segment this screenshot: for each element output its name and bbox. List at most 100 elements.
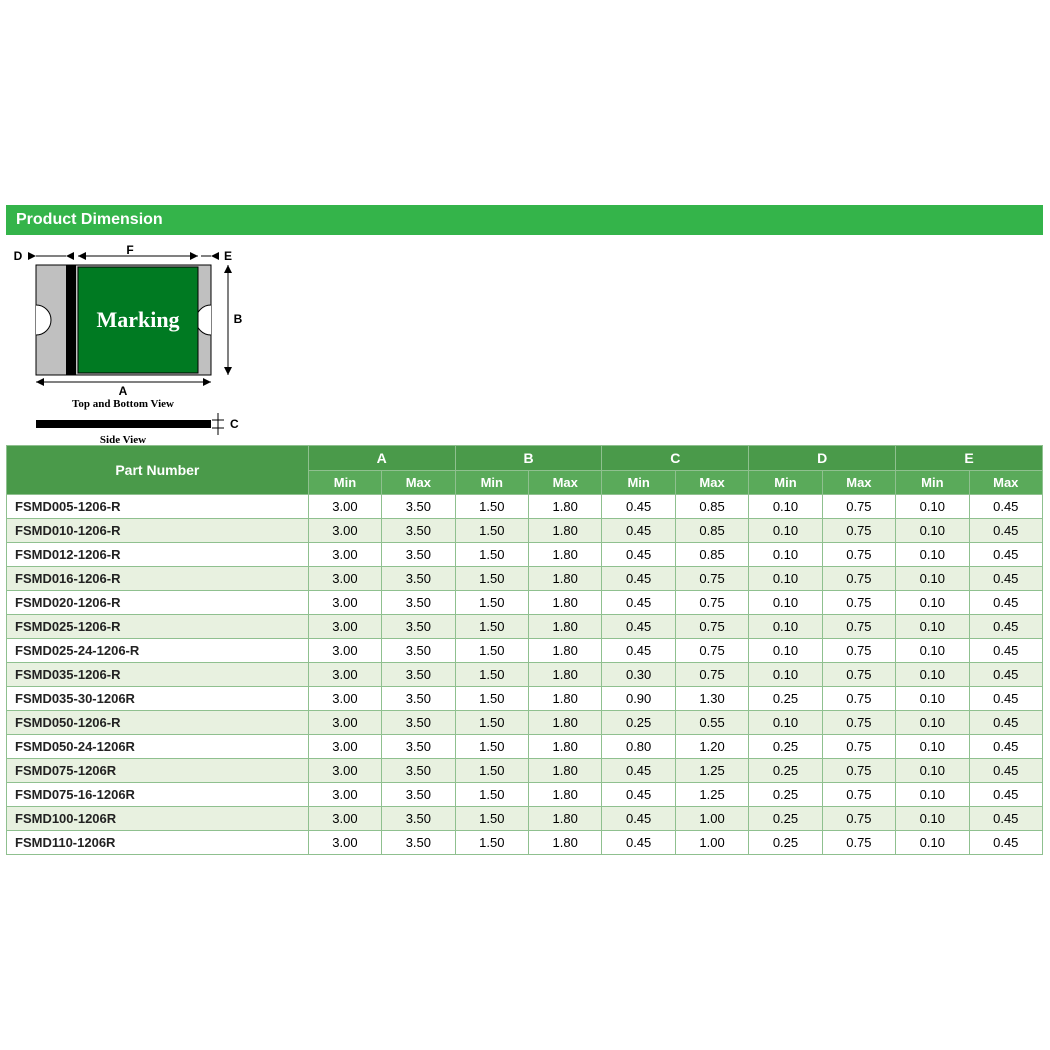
cell-value: 1.50 bbox=[455, 519, 528, 543]
header-max: Max bbox=[529, 471, 602, 495]
cell-value: 0.10 bbox=[749, 663, 822, 687]
header-max: Max bbox=[382, 471, 455, 495]
cell-value: 3.50 bbox=[382, 831, 455, 855]
cell-value: 3.00 bbox=[308, 615, 381, 639]
cell-value: 0.75 bbox=[822, 687, 895, 711]
cell-value: 0.55 bbox=[675, 711, 748, 735]
cell-value: 0.10 bbox=[896, 543, 969, 567]
cell-value: 0.45 bbox=[602, 495, 675, 519]
cell-value: 0.45 bbox=[602, 831, 675, 855]
cell-value: 1.20 bbox=[675, 735, 748, 759]
cell-value: 1.50 bbox=[455, 831, 528, 855]
cell-value: 3.00 bbox=[308, 735, 381, 759]
cell-value: 1.80 bbox=[529, 519, 602, 543]
cell-value: 1.50 bbox=[455, 711, 528, 735]
table-row: FSMD035-1206-R3.003.501.501.800.300.750.… bbox=[7, 663, 1043, 687]
cell-value: 0.45 bbox=[969, 639, 1042, 663]
cell-value: 1.80 bbox=[529, 711, 602, 735]
cell-part-number: FSMD035-1206-R bbox=[7, 663, 309, 687]
cell-value: 0.90 bbox=[602, 687, 675, 711]
cell-value: 3.50 bbox=[382, 543, 455, 567]
cell-part-number: FSMD110-1206R bbox=[7, 831, 309, 855]
header-part-number: Part Number bbox=[7, 446, 309, 495]
cell-value: 3.00 bbox=[308, 759, 381, 783]
table-row: FSMD010-1206-R3.003.501.501.800.450.850.… bbox=[7, 519, 1043, 543]
cell-value: 0.10 bbox=[749, 519, 822, 543]
section-title: Product Dimension bbox=[6, 205, 1043, 235]
cell-value: 3.50 bbox=[382, 663, 455, 687]
dimension-diagram-svg: Marking A B D F E Top and bbox=[6, 245, 246, 445]
cell-part-number: FSMD035-30-1206R bbox=[7, 687, 309, 711]
cell-value: 1.50 bbox=[455, 615, 528, 639]
cell-value: 1.25 bbox=[675, 759, 748, 783]
cell-value: 1.00 bbox=[675, 831, 748, 855]
dim-label-a: A bbox=[119, 384, 128, 398]
header-group-e: E bbox=[896, 446, 1043, 471]
cell-value: 0.25 bbox=[749, 783, 822, 807]
cell-value: 1.50 bbox=[455, 543, 528, 567]
table-row: FSMD025-24-1206-R3.003.501.501.800.450.7… bbox=[7, 639, 1043, 663]
header-max: Max bbox=[675, 471, 748, 495]
cell-value: 3.00 bbox=[308, 663, 381, 687]
cell-value: 0.85 bbox=[675, 543, 748, 567]
cell-value: 1.80 bbox=[529, 783, 602, 807]
cell-value: 0.25 bbox=[749, 735, 822, 759]
cell-value: 0.85 bbox=[675, 519, 748, 543]
cell-value: 3.00 bbox=[308, 495, 381, 519]
cell-value: 0.75 bbox=[675, 639, 748, 663]
cell-value: 0.10 bbox=[896, 567, 969, 591]
cell-value: 1.50 bbox=[455, 807, 528, 831]
cell-part-number: FSMD050-1206-R bbox=[7, 711, 309, 735]
cell-value: 3.00 bbox=[308, 783, 381, 807]
cell-value: 0.45 bbox=[969, 663, 1042, 687]
cell-value: 0.75 bbox=[822, 807, 895, 831]
table-row: FSMD005-1206-R3.003.501.501.800.450.850.… bbox=[7, 495, 1043, 519]
cell-value: 0.10 bbox=[896, 639, 969, 663]
cell-value: 3.50 bbox=[382, 567, 455, 591]
cell-part-number: FSMD025-24-1206-R bbox=[7, 639, 309, 663]
cell-value: 1.80 bbox=[529, 543, 602, 567]
table-row: FSMD075-16-1206R3.003.501.501.800.451.25… bbox=[7, 783, 1043, 807]
cell-value: 0.75 bbox=[822, 711, 895, 735]
header-group-d: D bbox=[749, 446, 896, 471]
marking-text: Marking bbox=[96, 307, 179, 332]
cell-part-number: FSMD016-1206-R bbox=[7, 567, 309, 591]
header-min: Min bbox=[308, 471, 381, 495]
cell-value: 0.30 bbox=[602, 663, 675, 687]
cell-value: 0.45 bbox=[969, 807, 1042, 831]
cell-value: 0.10 bbox=[749, 615, 822, 639]
cell-part-number: FSMD050-24-1206R bbox=[7, 735, 309, 759]
cell-value: 0.45 bbox=[969, 759, 1042, 783]
table-row: FSMD075-1206R3.003.501.501.800.451.250.2… bbox=[7, 759, 1043, 783]
cell-value: 3.00 bbox=[308, 543, 381, 567]
dimension-diagram: Marking A B D F E Top and bbox=[0, 235, 1050, 445]
cell-part-number: FSMD075-1206R bbox=[7, 759, 309, 783]
cell-value: 1.00 bbox=[675, 807, 748, 831]
cell-value: 3.50 bbox=[382, 615, 455, 639]
cell-value: 0.45 bbox=[602, 759, 675, 783]
cell-value: 1.50 bbox=[455, 783, 528, 807]
cell-part-number: FSMD005-1206-R bbox=[7, 495, 309, 519]
cell-value: 1.50 bbox=[455, 687, 528, 711]
table-row: FSMD110-1206R3.003.501.501.800.451.000.2… bbox=[7, 831, 1043, 855]
table-row: FSMD020-1206-R3.003.501.501.800.450.750.… bbox=[7, 591, 1043, 615]
cell-value: 0.75 bbox=[822, 663, 895, 687]
cell-value: 0.10 bbox=[896, 783, 969, 807]
cell-value: 0.75 bbox=[675, 663, 748, 687]
cell-value: 0.75 bbox=[822, 519, 895, 543]
cell-value: 3.50 bbox=[382, 783, 455, 807]
cell-value: 1.50 bbox=[455, 663, 528, 687]
cell-value: 0.75 bbox=[822, 735, 895, 759]
cell-value: 1.50 bbox=[455, 591, 528, 615]
header-max: Max bbox=[822, 471, 895, 495]
cell-value: 0.45 bbox=[602, 591, 675, 615]
cell-value: 0.45 bbox=[969, 687, 1042, 711]
header-group-b: B bbox=[455, 446, 602, 471]
cell-value: 1.80 bbox=[529, 495, 602, 519]
cell-value: 3.00 bbox=[308, 591, 381, 615]
cell-value: 0.10 bbox=[896, 495, 969, 519]
cell-value: 3.50 bbox=[382, 735, 455, 759]
cell-value: 3.00 bbox=[308, 687, 381, 711]
cell-value: 3.00 bbox=[308, 639, 381, 663]
cell-value: 3.00 bbox=[308, 807, 381, 831]
